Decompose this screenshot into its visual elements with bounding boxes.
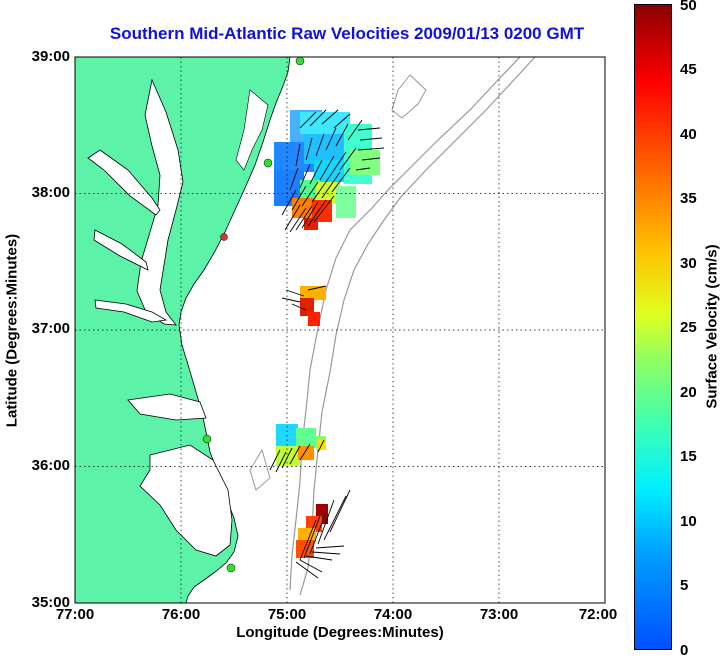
x-tick-label: 77:00	[55, 606, 95, 623]
y-tick-label: 38:00	[31, 184, 70, 201]
colorbar-tick: 35	[680, 190, 697, 207]
colorbar-tick: 15	[680, 448, 697, 465]
colorbar	[634, 4, 672, 650]
y-tick-label: 35:00	[31, 594, 70, 611]
colorbar-label: Surface Velocity (cm/s)	[703, 244, 721, 409]
colorbar-tick: 5	[680, 577, 689, 594]
plot-frame	[74, 56, 606, 604]
bathymetry-contour-2	[299, 56, 536, 596]
station-marker	[295, 56, 305, 66]
velocity-field-middle	[300, 286, 326, 326]
x-tick-label: 74:00	[373, 606, 413, 623]
x-axis-label: Longitude (Degrees:Minutes)	[236, 624, 444, 641]
station-marker	[263, 158, 273, 168]
station-marker-alert	[220, 233, 228, 241]
colorbar-tick: 25	[680, 319, 697, 336]
map-title: Southern Mid-Atlantic Raw Velocities 200…	[109, 24, 585, 43]
eastern-shore-bay	[235, 89, 269, 171]
james-river	[94, 299, 168, 323]
velocity-vectors	[269, 109, 385, 579]
bathymetry-contour-3	[391, 74, 427, 119]
x-tick-label: 75:00	[267, 606, 307, 623]
colorbar-tick: 50	[680, 0, 697, 14]
y-tick-label: 37:00	[31, 320, 70, 337]
colorbar-tick: 40	[680, 126, 697, 143]
x-tick-label: 73:00	[479, 606, 519, 623]
y-tick-label: 36:00	[31, 457, 70, 474]
albemarle-sound	[127, 393, 207, 421]
colorbar-tick: 45	[680, 61, 697, 78]
bathymetry-contour-1	[289, 56, 521, 591]
station-marker	[226, 563, 236, 573]
y-axis-label: Latitude (Degrees:Minutes)	[3, 233, 21, 428]
y-tick-label: 39:00	[31, 48, 70, 65]
x-tick-label: 76:00	[161, 606, 201, 623]
pamlico-sound	[139, 444, 233, 557]
colorbar-tick: 30	[680, 255, 697, 272]
x-tick-label: 72:00	[578, 606, 618, 623]
station-marker	[202, 434, 212, 444]
rappahannock-river	[93, 229, 149, 271]
potomac-river	[87, 149, 161, 216]
colorbar-tick: 20	[680, 384, 697, 401]
grid-lines	[75, 57, 605, 603]
chesapeake-bay	[136, 78, 184, 326]
bathymetry-contour-4	[249, 448, 271, 491]
colorbar-tick: 0	[680, 642, 689, 659]
colorbar-tick: 10	[680, 513, 697, 530]
